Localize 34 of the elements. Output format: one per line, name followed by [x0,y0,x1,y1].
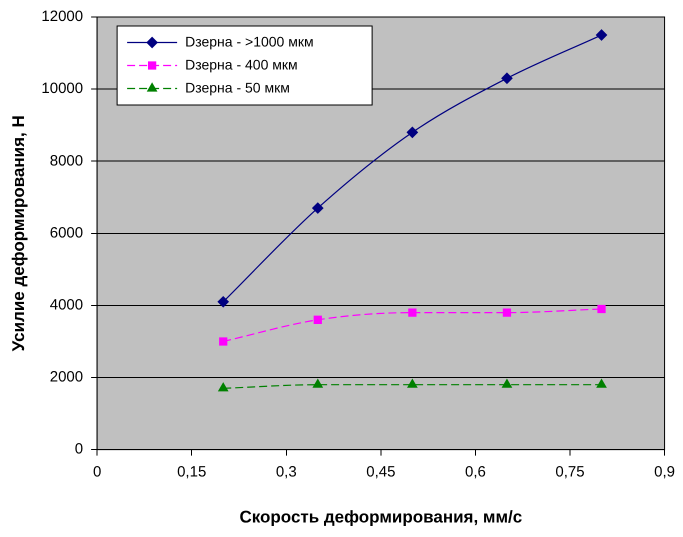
y-axis-title: Усилие деформирования, Н [8,115,28,352]
point [408,308,417,317]
point [314,316,322,324]
y-tick-label: 12000 [41,8,84,26]
y-tick-label: 10000 [41,80,84,98]
legend-label: Dзерна - >1000 мкм [185,33,314,50]
point [218,296,229,308]
point [407,379,418,388]
x-tick-label: 0,3 [276,464,297,481]
point [312,379,323,388]
x-tick-label: 0,15 [177,464,206,481]
x-tick-label: 0,9 [654,464,676,481]
point [597,304,606,314]
point [502,308,512,317]
y-tick-label: 0 [74,440,84,458]
point [596,379,606,388]
legend-label: Dзерна - 50 мкм [185,79,290,96]
legend-label: Dзерна - 400 мкм [185,56,298,72]
point [406,126,418,138]
x-tick-label: 0,45 [366,464,396,481]
point [218,382,228,392]
y-tick-label: 2000 [50,368,84,386]
x-tick-label: 0,6 [464,464,486,481]
point [501,72,513,84]
point [312,202,324,214]
x-tick-label: 0,75 [555,464,585,481]
x-axis-title: Скорость деформирования, мм/с [239,507,522,526]
point [596,29,608,41]
x-tick-label: 0 [92,464,102,481]
y-tick-label: 4000 [50,296,84,314]
y-tick-label: 6000 [50,224,84,242]
point [502,379,512,388]
y-tick-label: 8000 [50,152,84,170]
point [219,337,228,346]
